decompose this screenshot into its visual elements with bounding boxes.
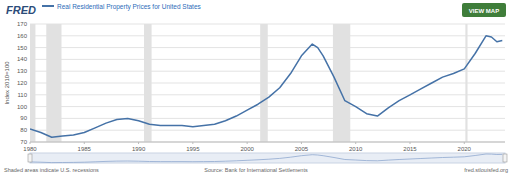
button-label[interactable]: VIEW MAP — [469, 8, 499, 14]
series-line — [30, 36, 502, 137]
recession-note: Shaded areas indicate U.S. recessions — [4, 167, 99, 173]
y-tick-label: 100 — [17, 104, 28, 110]
navigator[interactable] — [28, 153, 507, 163]
x-tick — [138, 142, 139, 144]
recession-band — [30, 24, 35, 142]
x-tick — [192, 142, 193, 144]
x-tick-label: 2005 — [295, 146, 309, 152]
view-map-button[interactable]: VIEW MAP — [462, 3, 506, 17]
y-tick-label: 160 — [17, 33, 28, 39]
grid-line — [30, 142, 505, 143]
x-tick — [355, 142, 356, 144]
logo: FRED — [6, 4, 36, 16]
x-tick-label: 1990 — [132, 146, 146, 152]
x-axis-line — [30, 142, 505, 143]
y-tick-label: 140 — [17, 56, 28, 62]
x-tick-label: 2015 — [403, 146, 417, 152]
x-tick-label: 1985 — [78, 146, 92, 152]
navigator-line — [30, 154, 502, 163]
x-tick-label: 2020 — [458, 146, 472, 152]
navigator-handle[interactable] — [503, 154, 507, 162]
navigator-handle[interactable] — [28, 154, 32, 162]
legend-swatch — [42, 5, 54, 7]
x-tick — [301, 142, 302, 144]
x-tick — [30, 142, 31, 144]
legend-label: Real Residential Property Prices for Uni… — [57, 3, 202, 11]
credit: fred.stlouisfed.org — [464, 167, 508, 173]
y-tick-label: 80 — [20, 127, 27, 133]
y-tick-label: 130 — [17, 68, 28, 74]
x-tick — [247, 142, 248, 144]
x-tick-label: 1995 — [186, 146, 200, 152]
recession-band — [260, 24, 268, 142]
x-tick — [84, 142, 85, 144]
recession-band — [465, 24, 467, 142]
x-tick-label: 2010 — [349, 146, 363, 152]
x-tick-label: 1980 — [23, 146, 37, 152]
navigator-bg[interactable] — [30, 153, 505, 163]
x-tick — [410, 142, 411, 144]
source: Source: Bank for International Settlemen… — [204, 167, 308, 173]
y-tick-label: 150 — [17, 45, 28, 51]
y-tick-label: 110 — [17, 92, 27, 98]
chart: FRED Real Residential Property Prices for… — [0, 0, 512, 176]
y-tick-label: 120 — [17, 80, 28, 86]
y-axis: 70 80 90 100 110 120 130 140 150 160 170 — [17, 21, 505, 145]
x-tick — [464, 142, 465, 144]
y-tick-label: 170 — [17, 21, 28, 27]
y-tick-label: 90 — [20, 115, 27, 121]
y-axis-label: Index 2010=100 — [4, 61, 10, 105]
x-tick-label: 2000 — [240, 146, 254, 152]
plot-area — [30, 24, 502, 142]
y-tick-label: 70 — [20, 139, 27, 145]
recession-band — [333, 24, 350, 142]
button-bg[interactable] — [462, 3, 506, 17]
recession-band — [46, 24, 61, 142]
legend: Real Residential Property Prices for Uni… — [42, 3, 202, 11]
x-axis: 1980 1985 1990 1995 2000 2005 2010 2015 2020 — [23, 142, 505, 152]
